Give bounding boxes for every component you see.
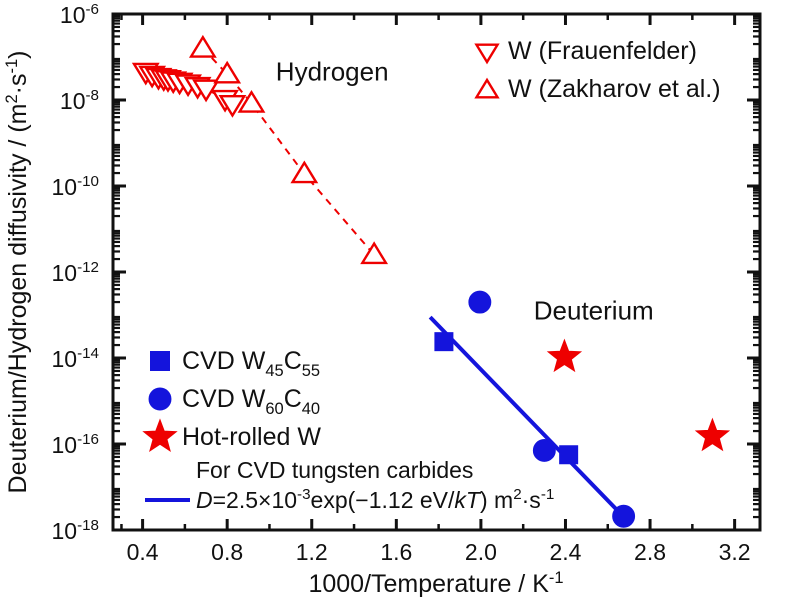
x-tick-label: 1.2 (296, 539, 328, 565)
legend-marker-star (142, 418, 178, 453)
y-tick-label: 10-8 (60, 87, 99, 114)
fit-line (428, 315, 631, 524)
legend-label-bottom: Hot-rolled W (182, 423, 321, 451)
y-tick-label: 10-12 (51, 259, 99, 286)
x-tick-label: 1.6 (380, 539, 412, 565)
data-point-triangle-down (218, 94, 247, 118)
legend-label-top: W (Frauenfelder) (508, 37, 697, 65)
deuterium-label: Deuterium (534, 295, 654, 325)
x-tick-label: 0.4 (127, 539, 159, 565)
y-tick-label: 10-10 (51, 173, 99, 200)
y-tick-label: 10-18 (51, 517, 99, 544)
data-point-square (559, 445, 579, 465)
hydrogen-label: Hydrogen (276, 57, 389, 87)
series-dashed-line (202, 47, 375, 256)
x-tick-label: 2.0 (465, 539, 497, 565)
y-tick-label: 10-16 (51, 431, 99, 458)
data-point-circle (612, 504, 636, 528)
data-point-circle (468, 290, 492, 314)
x-axis-label: 1000/Temperature / K-1 (308, 569, 563, 598)
data-point-square (434, 332, 454, 352)
y-axis-label-group: Deuterium/Hydrogen diffusivity / (m2·s-1… (3, 51, 32, 494)
y-axis-label: Deuterium/Hydrogen diffusivity / (m2·s-1… (3, 51, 32, 494)
x-tick-label: 3.2 (719, 539, 751, 565)
data-point-triangle-up (237, 89, 266, 113)
legend-label-bottom: CVD W60C40 (182, 385, 320, 418)
y-tick-label: 10-6 (60, 1, 99, 28)
x-tick-label: 2.8 (634, 539, 666, 565)
legend-marker-circle (148, 387, 172, 411)
legend-marker-triangle-up (474, 77, 500, 99)
x-tick-label: 0.8 (211, 539, 243, 565)
y-tick-label: 10-14 (51, 345, 99, 372)
data-point-triangle-up (360, 241, 389, 265)
data-point-triangle-up (290, 160, 319, 184)
legend-label-top: W (Zakharov et al.) (508, 75, 721, 103)
fit-equation: D=2.5×10-3exp(−1.12 eV/kT) m2·s-1 (196, 486, 554, 513)
data-point-triangle-up (213, 60, 242, 84)
x-tick-label: 2.4 (549, 539, 581, 565)
data-point-triangle-up (188, 34, 217, 58)
data-point-star (546, 338, 583, 373)
legend-marker-triangle-down (474, 43, 500, 65)
data-point-star (694, 417, 731, 452)
legend-label-bottom: CVD W45C55 (182, 347, 320, 380)
legend-marker-square (150, 351, 170, 371)
fit-caption: For CVD tungsten carbides (196, 457, 473, 483)
data-point-circle (532, 439, 556, 462)
